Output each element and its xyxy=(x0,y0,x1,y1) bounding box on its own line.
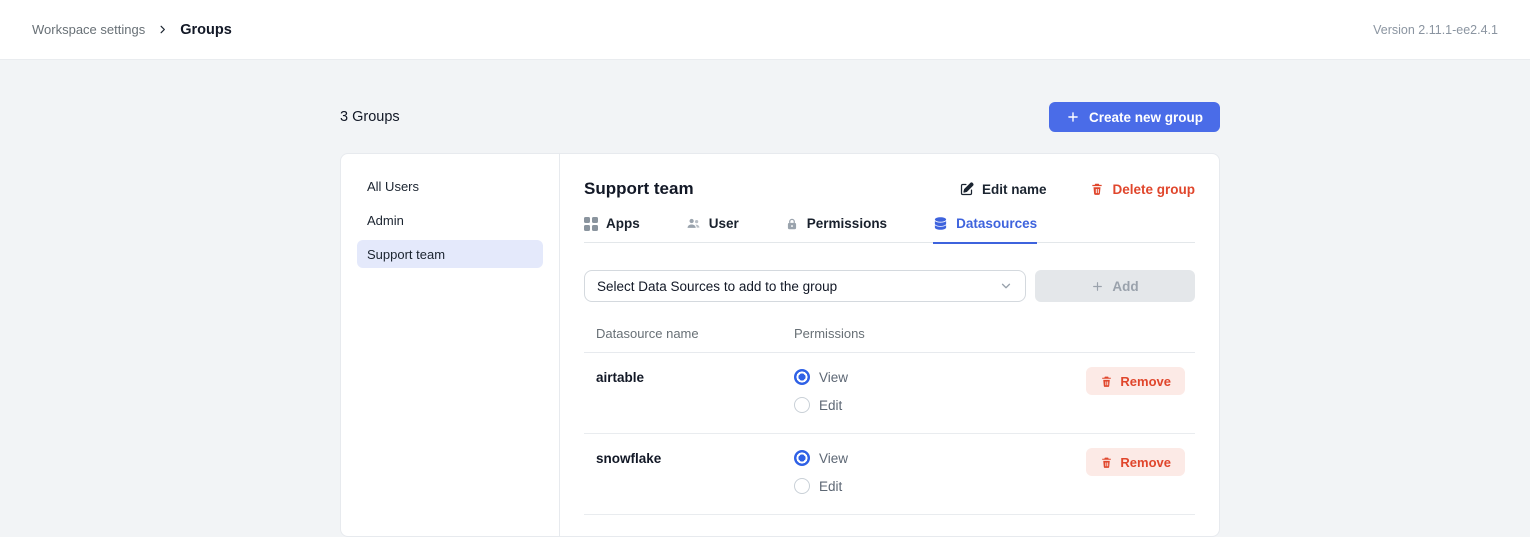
database-icon xyxy=(933,216,948,231)
group-title: Support team xyxy=(584,179,694,198)
plus-icon xyxy=(1091,280,1104,293)
create-new-group-button[interactable]: Create new group xyxy=(1048,102,1220,132)
datasource-select-placeholder: Select Data Sources to add to the group xyxy=(597,278,838,294)
groups-card: All Users Admin Support team Support tea… xyxy=(340,153,1220,537)
group-item-admin[interactable]: Admin xyxy=(367,212,404,228)
tab-apps-label: Apps xyxy=(606,216,640,231)
apps-grid-icon xyxy=(584,216,598,231)
top-bar: Workspace settings Groups Version 2.11.1… xyxy=(0,0,1530,60)
delete-group-button[interactable]: Delete group xyxy=(1090,182,1195,197)
column-permissions: Permissions xyxy=(794,326,865,341)
permission-view-option[interactable]: View xyxy=(794,369,848,385)
radio-selected-icon[interactable] xyxy=(794,369,810,385)
datasource-add-row: Select Data Sources to add to the group … xyxy=(584,270,1195,302)
group-title-row: Support team Edit name Delete group xyxy=(584,176,1195,202)
radio-unselected-icon[interactable] xyxy=(794,478,810,494)
plus-icon xyxy=(1066,110,1080,124)
remove-button-label: Remove xyxy=(1120,373,1171,389)
tab-datasources-label: Datasources xyxy=(956,216,1038,231)
breadcrumb-workspace-settings[interactable]: Workspace settings xyxy=(32,22,146,37)
permission-edit-label: Edit xyxy=(819,478,843,494)
edit-name-label: Edit name xyxy=(981,181,1047,197)
remove-datasource-button[interactable]: Remove xyxy=(1086,448,1185,476)
chevron-down-icon xyxy=(999,279,1013,293)
group-list: All Users Admin Support team xyxy=(341,154,560,536)
group-item-support-team[interactable]: Support team xyxy=(357,240,543,268)
tab-user-label: User xyxy=(708,216,739,231)
breadcrumb-groups: Groups xyxy=(180,21,232,38)
breadcrumb: Workspace settings Groups xyxy=(32,22,232,38)
chevron-right-icon xyxy=(157,24,168,35)
radio-selected-icon[interactable] xyxy=(794,450,810,466)
add-datasource-button[interactable]: Add xyxy=(1035,270,1195,302)
table-row: airtable View Edit xyxy=(584,353,1195,434)
trash-icon xyxy=(1100,375,1113,388)
add-button-label: Add xyxy=(1112,278,1139,294)
permission-edit-label: Edit xyxy=(819,397,843,413)
tab-permissions-label: Permissions xyxy=(806,216,888,231)
lock-icon xyxy=(785,217,799,231)
radio-unselected-icon[interactable] xyxy=(794,397,810,413)
permission-radio-group: View Edit xyxy=(794,450,848,494)
tab-user[interactable]: User xyxy=(686,216,739,242)
edit-pencil-icon xyxy=(959,182,974,197)
remove-datasource-button[interactable]: Remove xyxy=(1086,367,1185,395)
permission-edit-option[interactable]: Edit xyxy=(794,478,848,494)
permission-view-label: View xyxy=(819,450,849,466)
table-row: snowflake View Edit xyxy=(584,434,1195,515)
column-datasource-name: Datasource name xyxy=(596,326,699,341)
tab-permissions[interactable]: Permissions xyxy=(785,216,887,242)
tab-datasources[interactable]: Datasources xyxy=(933,216,1037,242)
groups-header-row: 3 Groups Create new group xyxy=(340,102,1220,132)
group-tabs: Apps User Permissions xyxy=(584,216,1195,243)
group-item-all-users[interactable]: All Users xyxy=(367,178,420,194)
groups-page: 3 Groups Create new group All Users Admi… xyxy=(0,102,1530,537)
trash-icon xyxy=(1100,456,1113,469)
edit-name-button[interactable]: Edit name xyxy=(959,181,1047,197)
version-label: Version 2.11.1-ee2.4.1 xyxy=(1373,22,1498,37)
datasource-select[interactable]: Select Data Sources to add to the group xyxy=(584,270,1026,302)
users-icon xyxy=(686,216,701,231)
delete-group-label: Delete group xyxy=(1112,181,1195,197)
permission-view-option[interactable]: View xyxy=(794,450,848,466)
group-detail-panel: Support team Edit name Delete group xyxy=(560,154,1219,536)
tab-apps[interactable]: Apps xyxy=(584,216,640,242)
datasource-name: airtable xyxy=(596,370,645,385)
datasources-table: Datasource name Permissions airtable Vie… xyxy=(584,326,1195,515)
groups-count: 3 Groups xyxy=(340,109,400,125)
table-header: Datasource name Permissions xyxy=(584,326,1195,353)
create-new-group-label: Create new group xyxy=(1088,109,1203,125)
datasource-name: snowflake xyxy=(596,451,662,466)
permission-radio-group: View Edit xyxy=(794,369,848,413)
trash-icon xyxy=(1090,182,1104,196)
permission-edit-option[interactable]: Edit xyxy=(794,397,848,413)
remove-button-label: Remove xyxy=(1120,454,1171,470)
permission-view-label: View xyxy=(819,369,849,385)
